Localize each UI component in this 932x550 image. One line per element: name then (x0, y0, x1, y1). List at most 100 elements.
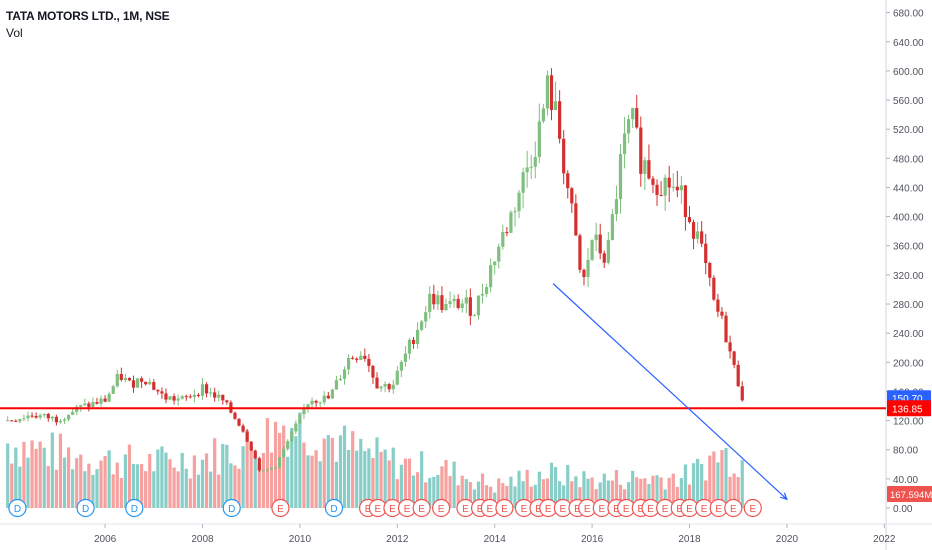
candle-body (253, 450, 257, 459)
volume-bar (355, 450, 359, 508)
candle-body (233, 412, 237, 419)
candle-body (635, 108, 639, 128)
volume-value-label: 167.594M (890, 490, 932, 501)
candle-body (720, 311, 724, 316)
volume-bar (558, 481, 562, 508)
earnings-marker[interactable]: E (553, 498, 572, 518)
dividend-marker[interactable]: D (324, 498, 344, 518)
candle-body (338, 378, 343, 381)
candle-body (639, 127, 643, 174)
candle-body (553, 101, 558, 111)
earnings-marker[interactable]: E (432, 498, 451, 518)
earnings-marker[interactable]: E (724, 498, 743, 518)
event-label: E (662, 504, 669, 515)
volume-bar (574, 476, 578, 508)
volume-bar (387, 460, 391, 508)
volume-bar (75, 458, 79, 508)
candle-body (209, 392, 213, 394)
event-label: E (647, 504, 654, 515)
dividend-marker[interactable]: D (76, 498, 95, 518)
volume-bar (156, 449, 160, 508)
volume-bar (148, 453, 152, 508)
price-tick-label: 0.00 (893, 504, 913, 515)
candle-body (200, 384, 205, 396)
volume-bar (367, 448, 371, 508)
trendline (552, 283, 788, 500)
candle-body (403, 353, 408, 362)
candle-body (62, 419, 67, 421)
candle-body (10, 420, 14, 422)
candle-body (570, 188, 574, 204)
event-circle (8, 498, 27, 518)
volume-bar (448, 475, 452, 508)
candle-body (659, 194, 663, 196)
volume-bar (318, 461, 322, 508)
volume-bar (91, 474, 95, 508)
candle-body (99, 398, 103, 404)
earnings-marker[interactable]: E (743, 498, 762, 518)
candle-body (574, 203, 578, 236)
candle-body (541, 108, 545, 122)
volume-bar (667, 477, 671, 508)
earnings-marker[interactable]: E (641, 498, 660, 518)
volume-bar (444, 459, 448, 508)
volume-value-bg (887, 486, 932, 502)
candle-body (176, 398, 180, 401)
candle-body (314, 400, 318, 403)
volume-bar (269, 452, 274, 508)
candle-body (237, 418, 241, 426)
candle-body (135, 378, 140, 388)
time-tick-label: 2010 (289, 534, 312, 545)
volume-bar (14, 447, 18, 508)
dividend-marker[interactable]: D (8, 498, 27, 518)
dividend-marker[interactable]: D (222, 498, 241, 518)
volume-bar (460, 475, 464, 508)
volume-bar (209, 471, 213, 508)
dividend-marker[interactable]: D (125, 498, 144, 518)
volume-bar (497, 478, 501, 508)
candle-body (140, 378, 144, 382)
event-label: E (374, 504, 381, 515)
event-label: D (82, 504, 89, 515)
event-label: E (545, 504, 552, 515)
event-circle (432, 498, 451, 518)
candle-body (558, 101, 562, 139)
time-tick-label: 2020 (776, 534, 799, 545)
candle-body (286, 441, 290, 449)
volume-bar (562, 485, 566, 508)
volume-bar (399, 464, 403, 508)
candle-body (371, 365, 375, 378)
earnings-marker[interactable]: E (271, 498, 290, 518)
volume-bar (10, 463, 14, 508)
earnings-marker[interactable]: E (495, 498, 514, 518)
candle-body (436, 295, 440, 305)
trendline-arrowhead (780, 492, 788, 501)
earnings-marker[interactable]: E (592, 498, 611, 518)
event-label: D (131, 504, 138, 515)
volume-bar (740, 460, 744, 508)
candle-body (627, 119, 631, 134)
volume-bar (115, 462, 119, 508)
candle-body (144, 381, 148, 385)
earnings-marker[interactable]: E (412, 498, 431, 518)
candle-body (671, 186, 675, 188)
time-tick-label: 2014 (484, 534, 507, 545)
candle-body (192, 394, 196, 398)
volume-bar (342, 425, 347, 508)
volume-bar (192, 455, 196, 508)
candle-body (501, 232, 505, 247)
volume-bar (708, 455, 712, 508)
candle-body (363, 355, 367, 359)
volume-bar (217, 474, 221, 508)
volume-bar (176, 471, 180, 508)
volume-bar (598, 482, 602, 508)
candle-body (602, 253, 606, 263)
volume-bar (456, 485, 460, 508)
candle-body (594, 234, 598, 241)
candle-body (586, 259, 590, 278)
volume-bar (79, 454, 83, 508)
volume-bar (663, 489, 667, 508)
volume-bar (582, 471, 586, 508)
candle-body (647, 160, 651, 179)
